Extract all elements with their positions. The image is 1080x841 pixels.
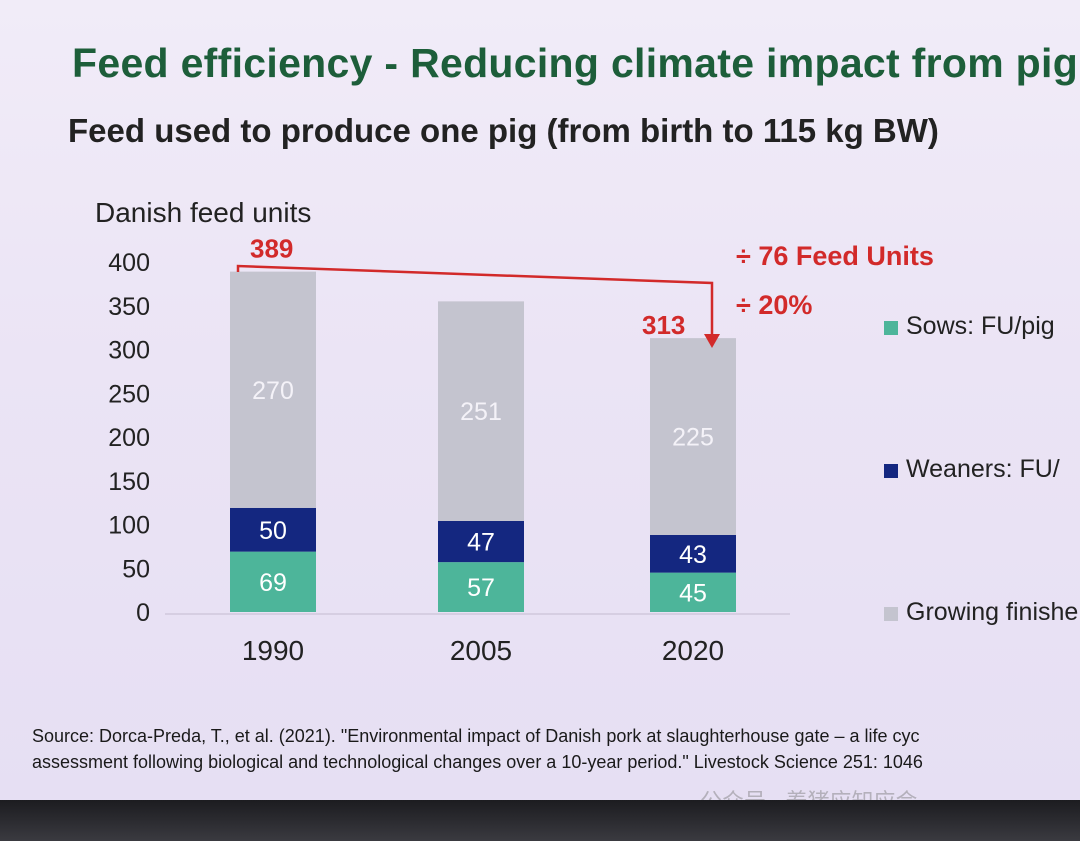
x-tick-label: 1990 <box>242 635 304 666</box>
bar-segment <box>650 535 736 573</box>
legend-label: Growing finishe <box>906 598 1078 626</box>
legend-swatch <box>884 464 898 478</box>
y-tick-label: 0 <box>136 599 150 627</box>
watermark: 公众号 · 养猪应知应会 <box>700 784 918 800</box>
x-tick-label: 2005 <box>450 635 512 666</box>
monitor-bezel <box>0 800 1080 841</box>
x-axis-ticks: 1990 2005 2020 <box>242 635 724 666</box>
y-tick-label: 400 <box>108 249 150 277</box>
data-label: 251 <box>460 398 502 426</box>
y-tick-label: 300 <box>108 337 150 365</box>
data-label: 225 <box>672 424 714 452</box>
slide-title: Feed efficiency - Reducing climate impac… <box>72 40 1079 86</box>
bar-segment <box>650 338 736 535</box>
total-label: 389 <box>250 234 293 264</box>
arrow-head-icon <box>704 334 720 348</box>
reduction-percent: ÷ 20% <box>736 290 812 320</box>
bar-segment <box>438 301 524 521</box>
legend: Sows: FU/pig Weaners: FU/Growing finishe <box>884 312 1078 626</box>
y-axis-label: Danish feed units <box>95 197 311 228</box>
source-line-1: Source: Dorca-Preda, T., et al. (2021). … <box>32 726 920 746</box>
data-label: 47 <box>467 529 495 557</box>
bar-segment <box>230 551 316 612</box>
reduction-feed-units: ÷ 76 Feed Units <box>736 241 934 271</box>
source-line-2: assessment following biological and tech… <box>32 752 923 772</box>
data-label: 50 <box>259 517 287 545</box>
data-label: 45 <box>679 579 707 607</box>
legend-label: Sows: FU/pig <box>906 312 1055 340</box>
y-tick-label: 200 <box>108 424 150 452</box>
x-tick-label: 2020 <box>662 635 724 666</box>
data-label: 43 <box>679 541 707 569</box>
slide-screen: Feed efficiency - Reducing climate impac… <box>0 0 1080 800</box>
y-tick-label: 150 <box>108 468 150 496</box>
y-tick-label: 250 <box>108 380 150 408</box>
bar-segment <box>230 507 316 552</box>
y-tick-label: 350 <box>108 293 150 321</box>
bar-segment <box>230 271 316 508</box>
bars: 69 50 270 57 47 251 45 43 225 <box>230 271 736 612</box>
slide-subtitle: Feed used to produce one pig (from birth… <box>68 112 939 149</box>
bar-segment <box>438 562 524 612</box>
legend-swatch <box>884 607 898 621</box>
stacked-bar-chart: Danish feed units 0 50 100 150 200 250 300 350 4… <box>95 197 1078 666</box>
y-tick-label: 100 <box>108 512 150 540</box>
y-axis-ticks: 0 50 100 150 200 250 300 350 400 <box>108 249 150 627</box>
callout-bracket <box>236 264 714 336</box>
data-label: 69 <box>259 569 287 597</box>
legend-swatch <box>884 321 898 335</box>
bar-segment <box>650 572 736 612</box>
total-labels: 389 313 <box>250 234 685 341</box>
legend-label: Weaners: FU/ <box>906 455 1060 483</box>
bar-segment <box>438 521 524 563</box>
total-label: 313 <box>642 310 685 340</box>
data-label: 270 <box>252 377 294 405</box>
y-tick-label: 50 <box>122 555 150 583</box>
reduction-callout: ÷ 76 Feed Units ÷ 20% <box>236 241 934 348</box>
data-label: 57 <box>467 574 495 602</box>
